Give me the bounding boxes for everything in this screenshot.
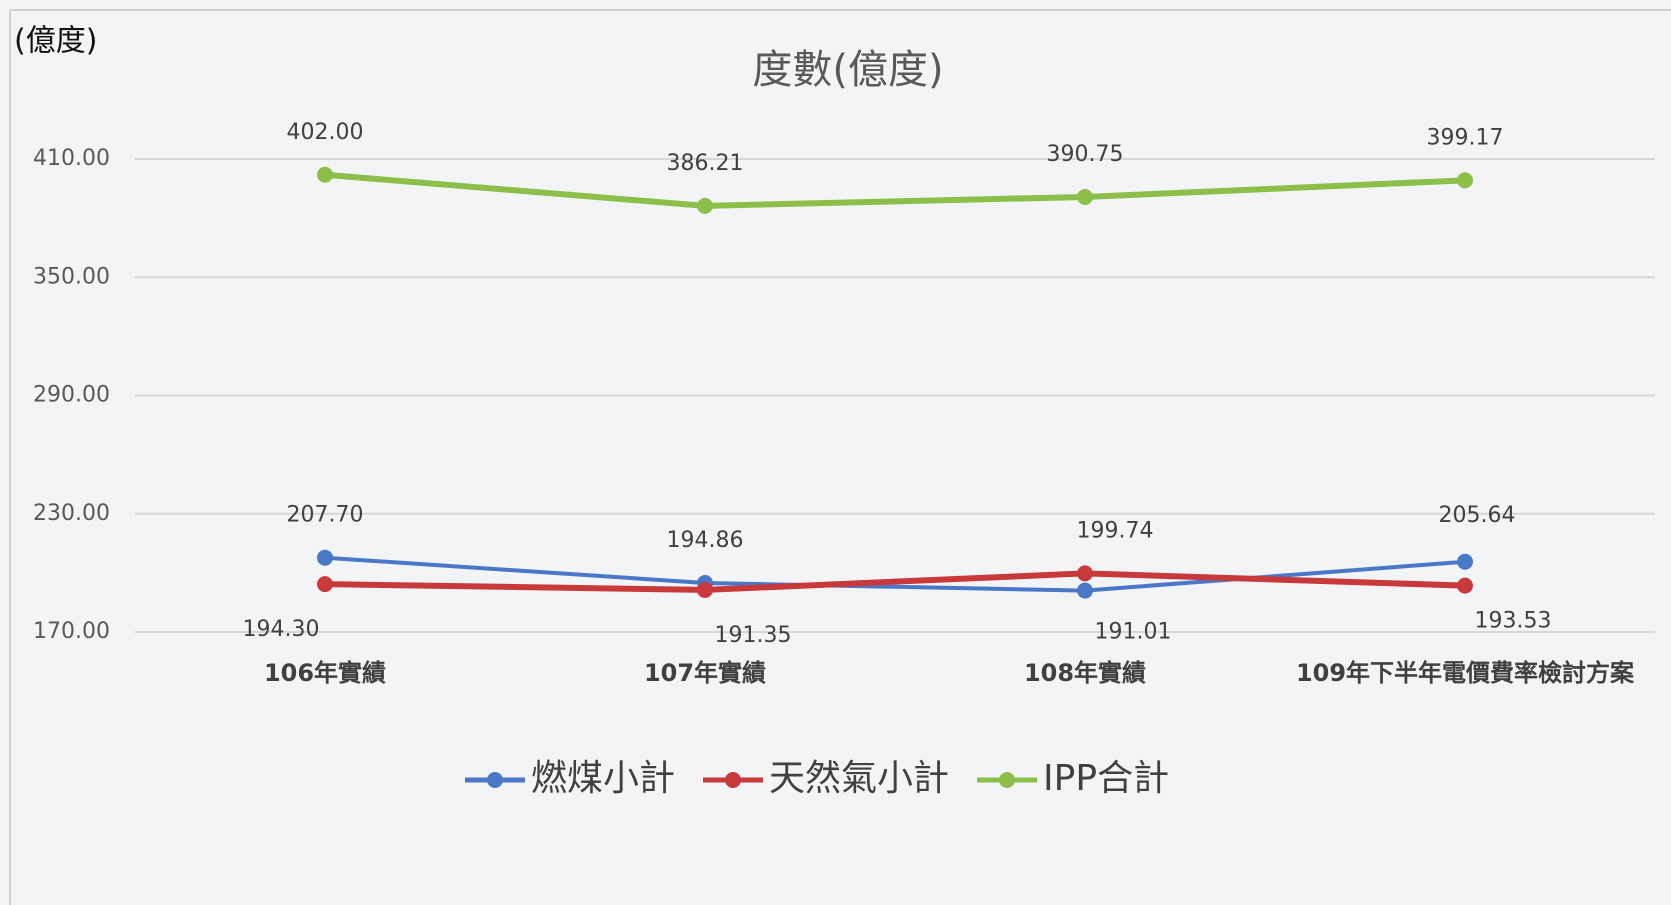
legend-marker	[999, 772, 1016, 788]
data-point	[697, 197, 713, 214]
x-tick-label: 106年實績	[264, 659, 386, 687]
data-point	[317, 576, 333, 593]
legend-label: IPP合計	[1043, 758, 1169, 799]
data-point	[1457, 553, 1473, 570]
y-tick-label: 170.00	[33, 619, 110, 644]
legend-label: 天然氣小計	[769, 758, 949, 799]
y-tick-label: 230.00	[33, 501, 110, 526]
data-point	[317, 166, 333, 183]
data-label: 194.86	[667, 528, 744, 553]
data-label: 402.00	[287, 120, 364, 145]
y-axis-unit: (億度)	[14, 24, 97, 59]
data-label: 207.70	[287, 503, 364, 528]
x-tick-label: 109年下半年電價費率檢討方案	[1296, 659, 1635, 687]
data-point	[1457, 172, 1473, 189]
data-point	[1077, 582, 1093, 599]
data-label: 199.74	[1077, 518, 1154, 543]
series-line	[324, 171, 1466, 209]
data-point	[1077, 188, 1093, 205]
legend-marker	[725, 772, 742, 788]
data-point	[1077, 565, 1093, 582]
data-label: 205.64	[1439, 503, 1516, 528]
data-label: 399.17	[1427, 125, 1504, 150]
legend-label: 燃煤小計	[531, 758, 675, 799]
data-label: 193.53	[1475, 609, 1552, 634]
data-point	[317, 549, 333, 566]
x-tick-label: 107年實績	[644, 659, 766, 687]
data-label: 191.01	[1095, 620, 1172, 645]
series-line	[324, 555, 1466, 593]
chart-title: 度數(億度)	[752, 47, 943, 93]
legend-marker	[487, 772, 503, 788]
x-tick-label: 108年實績	[1024, 659, 1146, 687]
y-tick-label: 290.00	[33, 383, 110, 408]
y-tick-label: 350.00	[33, 264, 110, 289]
data-label: 390.75	[1047, 142, 1124, 167]
series-line	[324, 570, 1466, 593]
data-point	[697, 581, 713, 598]
data-label: 191.35	[715, 623, 792, 648]
data-label: 386.21	[667, 151, 744, 176]
data-point	[1457, 577, 1473, 594]
data-label: 194.30	[243, 617, 320, 642]
y-tick-label: 410.00	[33, 146, 110, 171]
